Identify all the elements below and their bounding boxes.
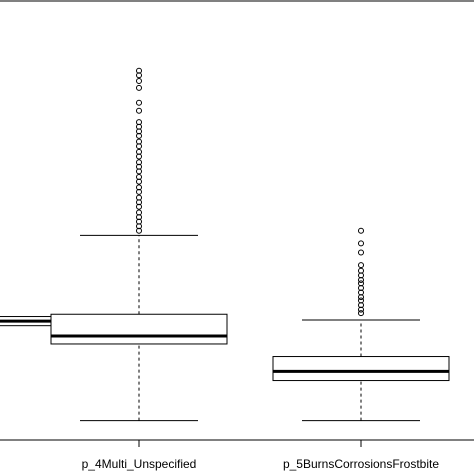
outlier-point bbox=[136, 203, 142, 210]
outlier-point bbox=[358, 276, 364, 283]
outlier-point bbox=[358, 227, 364, 234]
x-tick-label: p_4Multi_Unspecified bbox=[82, 457, 197, 471]
outlier-point bbox=[358, 262, 364, 269]
outlier-point bbox=[358, 306, 364, 313]
box-group-1 bbox=[50, 67, 228, 422]
outlier-point bbox=[358, 310, 364, 317]
outlier-point bbox=[136, 153, 142, 160]
box bbox=[50, 313, 228, 345]
outlier-point bbox=[136, 84, 142, 91]
outlier-point bbox=[136, 168, 142, 175]
outlier-point bbox=[136, 132, 142, 139]
outlier-point bbox=[136, 72, 142, 79]
outlier-point bbox=[136, 188, 142, 195]
outlier-point bbox=[136, 78, 142, 85]
outlier-point bbox=[136, 99, 142, 106]
outlier-point bbox=[136, 178, 142, 185]
x-tick-label: p_5BurnsCorrosionsFrostbite bbox=[283, 457, 439, 471]
outlier-point bbox=[136, 227, 142, 234]
outlier-point bbox=[358, 294, 364, 301]
outlier-point bbox=[358, 240, 364, 247]
box bbox=[272, 356, 450, 382]
outlier-point bbox=[136, 143, 142, 150]
box-group-2 bbox=[272, 227, 450, 422]
outlier-point bbox=[136, 107, 142, 114]
outlier-point bbox=[358, 249, 364, 256]
